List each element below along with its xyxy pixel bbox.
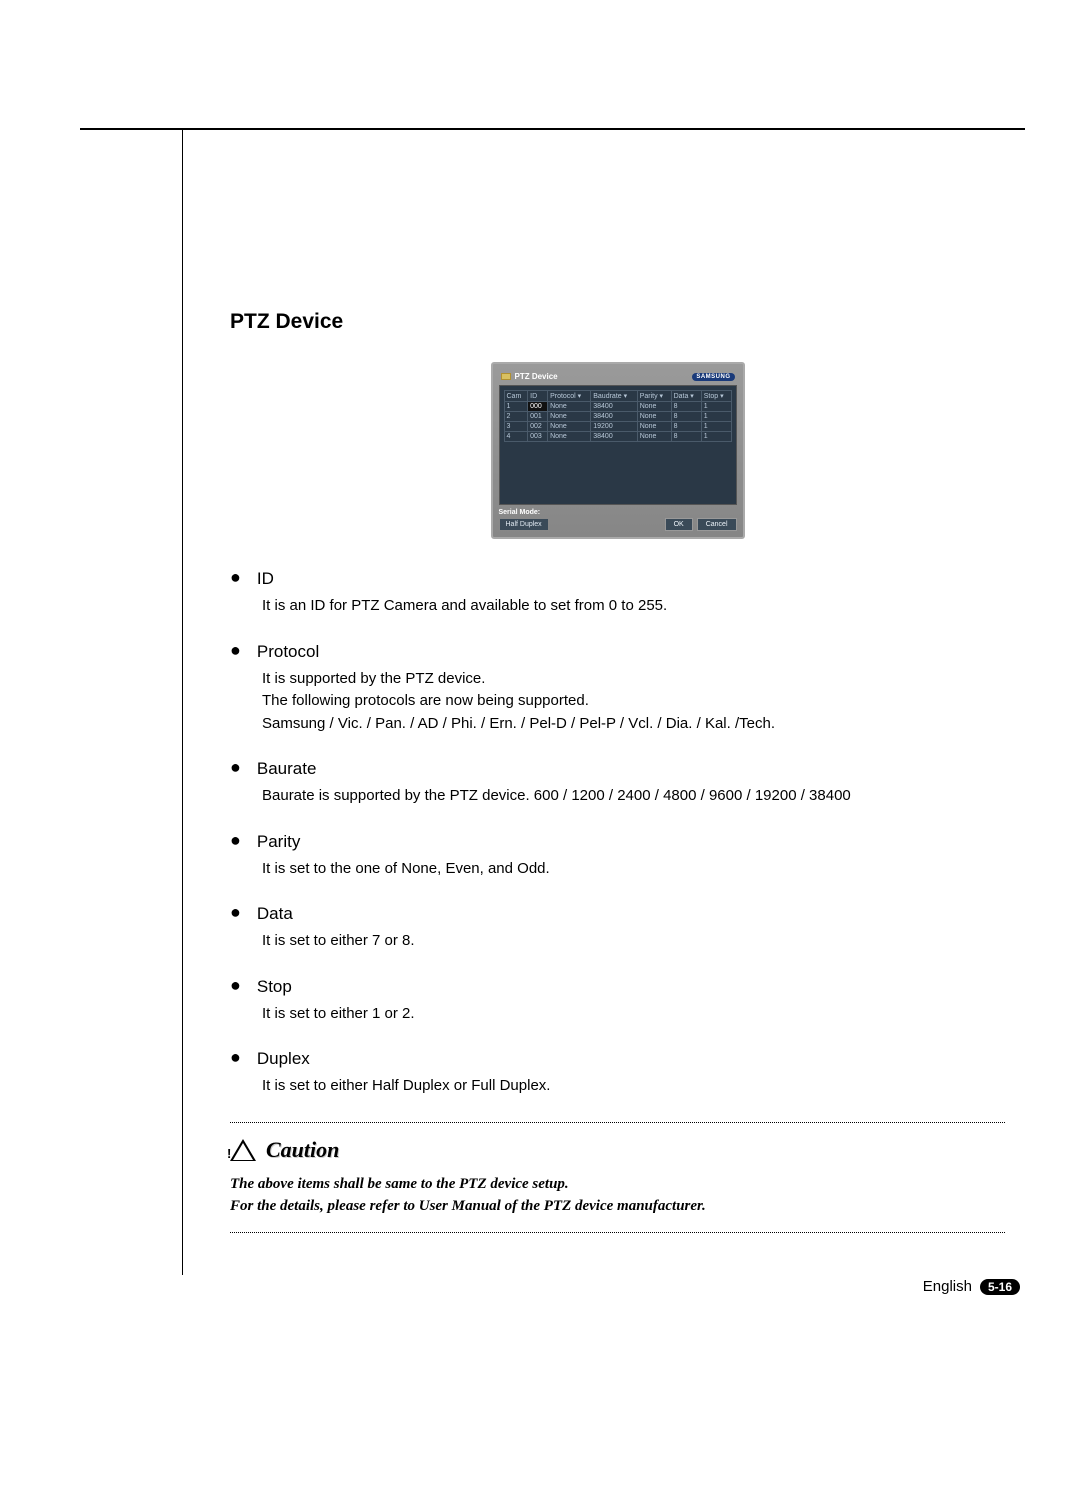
section-title: PTZ Device — [230, 310, 1005, 334]
divider-bottom — [230, 1232, 1005, 1233]
dialog-title-group: PTZ Device — [501, 372, 558, 381]
bullet-icon: ● — [230, 642, 241, 659]
side-rule — [182, 128, 183, 1275]
item-protocol: ● Protocol It is supported by the PTZ dev… — [230, 642, 1005, 736]
ok-button: OK — [665, 518, 693, 531]
item-title: ID — [257, 569, 274, 589]
col-cam: Cam — [504, 391, 528, 402]
item-baurate: ● Baurate Baurate is supported by the PTZ… — [230, 759, 1005, 808]
col-protocol: Protocol ▾ — [548, 391, 591, 402]
bullet-icon: ● — [230, 904, 241, 921]
caution-line1: The above items shall be same to the PTZ… — [230, 1173, 1005, 1196]
item-title: Data — [257, 904, 293, 924]
item-title: Parity — [257, 832, 300, 852]
cancel-button: Cancel — [697, 518, 737, 531]
serial-mode-group: Serial Mode: Half Duplex — [499, 509, 549, 531]
top-rule — [80, 128, 1025, 130]
table-row: 1 000 None 38400 None 8 1 — [504, 402, 731, 412]
bullet-icon: ● — [230, 569, 241, 586]
bullet-icon: ● — [230, 977, 241, 994]
ptz-dialog-screenshot: PTZ Device SAMSUNG Cam ID Protocol ▾ Bau… — [491, 362, 745, 539]
item-desc: It is an ID for PTZ Camera and available… — [262, 595, 1005, 618]
col-id: ID — [528, 391, 548, 402]
item-desc: It is supported by the PTZ device. The f… — [262, 668, 1005, 736]
item-title: Protocol — [257, 642, 319, 662]
page-footer: English 5-16 — [923, 1278, 1020, 1295]
ptz-tbody: 1 000 None 38400 None 8 1 2 001 — [504, 402, 731, 442]
warning-icon: ! — [230, 1139, 256, 1161]
dialog-header: PTZ Device SAMSUNG — [499, 370, 737, 385]
dialog-body: Cam ID Protocol ▾ Baudrate ▾ Parity ▾ Da… — [499, 385, 737, 505]
table-header-row: Cam ID Protocol ▾ Baudrate ▾ Parity ▾ Da… — [504, 391, 731, 402]
screenshot-wrapper: PTZ Device SAMSUNG Cam ID Protocol ▾ Bau… — [230, 362, 1005, 539]
item-desc: It is set to the one of None, Even, and … — [262, 858, 1005, 881]
item-title: Baurate — [257, 759, 317, 779]
item-stop: ● Stop It is set to either 1 or 2. — [230, 977, 1005, 1026]
dialog-title: PTZ Device — [515, 372, 558, 381]
page-badge: 5-16 — [980, 1279, 1020, 1295]
serial-mode-label: Serial Mode: — [499, 509, 549, 516]
table-row: 3 002 None 19200 None 8 1 — [504, 422, 731, 432]
item-duplex: ● Duplex It is set to either Half Duplex … — [230, 1049, 1005, 1098]
item-id: ● ID It is an ID for PTZ Camera and avail… — [230, 569, 1005, 618]
bullet-icon: ● — [230, 759, 241, 776]
item-parity: ● Parity It is set to the one of None, Ev… — [230, 832, 1005, 881]
caution-line2: For the details, please refer to User Ma… — [230, 1195, 1005, 1218]
item-desc: It is set to either Half Duplex or Full … — [262, 1075, 1005, 1098]
caution-heading: ! Caution — [230, 1137, 1005, 1163]
content-area: PTZ Device PTZ Device SAMSUNG Cam — [230, 310, 1005, 1233]
bullet-icon: ● — [230, 1049, 241, 1066]
col-stop: Stop ▾ — [701, 391, 731, 402]
dialog-footer: Serial Mode: Half Duplex OK Cancel — [499, 509, 737, 531]
bullet-icon: ● — [230, 832, 241, 849]
item-desc: It is set to either 7 or 8. — [262, 930, 1005, 953]
table-row: 4 003 None 38400 None 8 1 — [504, 432, 731, 442]
item-desc: Baurate is supported by the PTZ device. … — [262, 785, 1005, 808]
caution-text: The above items shall be same to the PTZ… — [230, 1173, 1005, 1218]
page: PTZ Device PTZ Device SAMSUNG Cam — [0, 0, 1080, 1490]
col-baudrate: Baudrate ▾ — [591, 391, 637, 402]
table-row: 2 001 None 38400 None 8 1 — [504, 412, 731, 422]
item-title: Stop — [257, 977, 292, 997]
item-desc: It is set to either 1 or 2. — [262, 1003, 1005, 1026]
brand-logo: SAMSUNG — [692, 373, 734, 381]
item-title: Duplex — [257, 1049, 310, 1069]
ptz-table: Cam ID Protocol ▾ Baudrate ▾ Parity ▾ Da… — [504, 390, 732, 442]
col-data: Data ▾ — [671, 391, 701, 402]
serial-mode-value: Half Duplex — [499, 518, 549, 531]
col-parity: Parity ▾ — [637, 391, 671, 402]
item-data: ● Data It is set to either 7 or 8. — [230, 904, 1005, 953]
items-list: ● ID It is an ID for PTZ Camera and avail… — [230, 569, 1005, 1098]
dialog-buttons: OK Cancel — [665, 518, 737, 531]
footer-lang: English — [923, 1278, 972, 1295]
divider-top — [230, 1122, 1005, 1123]
caution-label: Caution — [266, 1137, 339, 1163]
folder-icon — [501, 373, 511, 380]
